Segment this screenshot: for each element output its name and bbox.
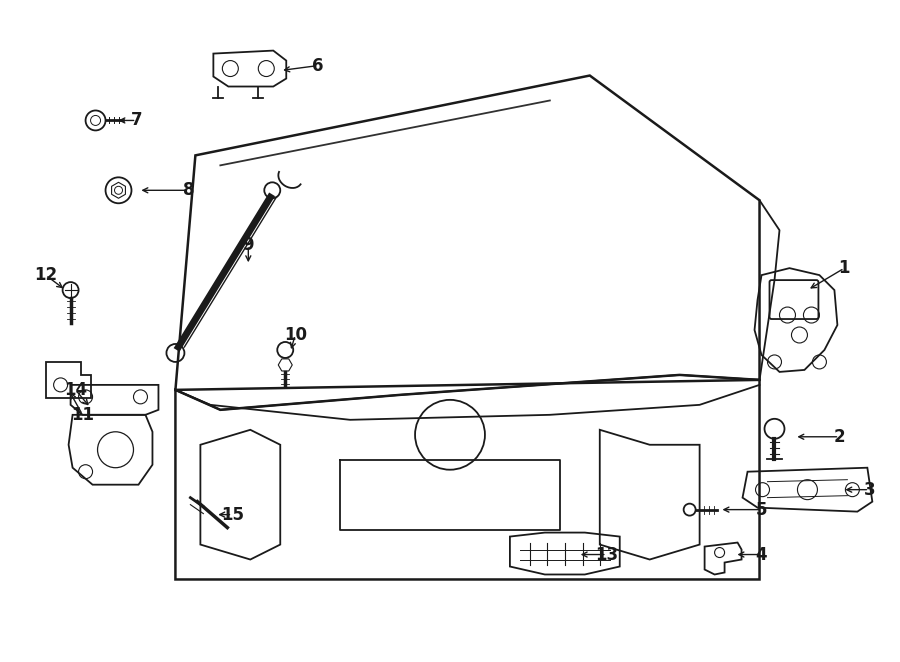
Text: 2: 2 [833,428,845,446]
Text: 1: 1 [839,259,850,277]
Text: 10: 10 [284,326,307,344]
Text: 11: 11 [71,406,94,424]
Text: 6: 6 [312,56,324,75]
Text: 9: 9 [242,236,254,254]
Text: 3: 3 [863,481,875,498]
Text: 12: 12 [34,266,58,284]
Text: 7: 7 [130,111,142,130]
Text: 13: 13 [595,545,618,563]
Text: 4: 4 [756,545,768,563]
Text: 14: 14 [64,381,87,399]
Text: 8: 8 [183,181,194,199]
Text: 15: 15 [220,506,244,524]
Text: 5: 5 [756,500,768,518]
